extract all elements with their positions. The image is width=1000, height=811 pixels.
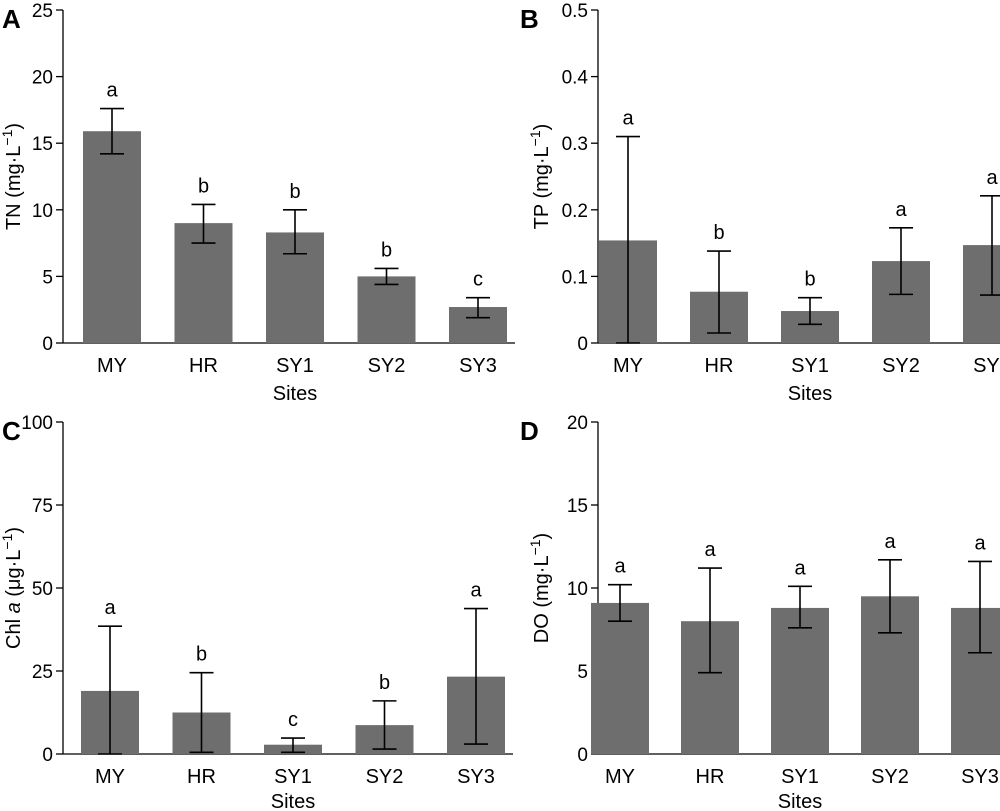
y-tick-label: 5 xyxy=(577,662,588,683)
x-axis-title: Sites xyxy=(788,383,832,405)
significance-label: a xyxy=(704,539,716,561)
chart-panel-c: C 0 25 50 75 100 a MY b HR c SY1 b SY2 a SY3 Sites Chl a … xyxy=(0,413,513,811)
significance-label: b xyxy=(379,672,390,694)
bar-sy3 xyxy=(963,245,1000,343)
x-tick-label: SY1 xyxy=(276,355,314,377)
significance-label: a xyxy=(986,167,998,189)
y-tick-label: 0.3 xyxy=(562,134,588,155)
bar-my xyxy=(591,602,649,754)
significance-label: b xyxy=(289,181,300,203)
y-tick-label: 0.5 xyxy=(562,1,588,22)
significance-label: b xyxy=(804,269,815,291)
significance-label: a xyxy=(470,580,482,602)
y-axis-title: DO (mg·L−1) xyxy=(527,533,553,643)
y-axis-title: TP (mg·L−1) xyxy=(527,124,553,230)
chart-panel-d: D 0 5 10 15 20 a MY a HR a SY1 a SY2 a SY3 Sites DO (mg·L… xyxy=(520,413,1000,811)
y-axis-title: Chl a (μg·L−1) xyxy=(0,527,25,649)
significance-label: a xyxy=(974,532,986,554)
x-axis-title: Sites xyxy=(271,791,315,811)
y-tick-label: 25 xyxy=(32,1,53,22)
x-tick-label: SY3 xyxy=(459,355,497,377)
x-tick-label: SY3 xyxy=(973,355,1000,377)
x-tick-label: MY xyxy=(95,766,125,788)
y-tick-label: 0.2 xyxy=(562,201,588,222)
x-tick-label: SY2 xyxy=(871,766,909,788)
panel-letter: D xyxy=(520,416,539,446)
y-tick-label: 20 xyxy=(567,413,588,434)
y-tick-label: 0.4 xyxy=(562,68,589,89)
x-axis-title: Sites xyxy=(778,791,822,811)
x-tick-label: HR xyxy=(696,766,725,788)
significance-label: c xyxy=(473,269,483,291)
x-tick-label: HR xyxy=(189,355,218,377)
x-tick-label: MY xyxy=(97,355,127,377)
y-tick-label: 75 xyxy=(32,496,53,517)
x-tick-label: SY1 xyxy=(791,355,829,377)
y-tick-label: 15 xyxy=(567,496,588,517)
x-axis-title: Sites xyxy=(273,383,317,405)
y-tick-label: 10 xyxy=(567,579,588,600)
x-tick-label: SY2 xyxy=(882,355,920,377)
significance-label: a xyxy=(884,531,896,553)
bar-my xyxy=(83,131,141,343)
y-tick-label: 0 xyxy=(577,334,588,355)
significance-label: a xyxy=(104,597,116,619)
y-tick-label: 5 xyxy=(42,267,53,288)
significance-label: b xyxy=(196,644,207,666)
y-tick-label: 0 xyxy=(42,745,53,766)
significance-label: a xyxy=(622,108,634,130)
y-tick-label: 15 xyxy=(32,134,53,155)
y-tick-label: 50 xyxy=(32,579,53,600)
x-tick-label: SY1 xyxy=(781,766,819,788)
bar-sy3 xyxy=(951,607,1000,754)
y-tick-label: 0 xyxy=(577,745,588,766)
x-tick-label: SY2 xyxy=(366,766,404,788)
x-tick-label: MY xyxy=(605,766,635,788)
panel-letter: C xyxy=(2,416,21,446)
significance-label: a xyxy=(106,80,118,102)
y-tick-label: 25 xyxy=(32,662,53,683)
x-tick-label: SY3 xyxy=(961,766,999,788)
significance-label: c xyxy=(288,709,298,731)
significance-label: b xyxy=(713,222,724,244)
x-tick-label: SY2 xyxy=(368,355,406,377)
y-tick-label: 10 xyxy=(32,201,53,222)
x-tick-label: HR xyxy=(187,766,216,788)
x-tick-label: MY xyxy=(613,355,643,377)
y-tick-label: 0.1 xyxy=(562,267,588,288)
chart-panel-a: A 0 5 10 15 20 25 a MY b HR b SY1 b SY2 c SY3 Sites TN (mg… xyxy=(0,1,515,405)
chart-panel-b: B 0 0.1 0.2 0.3 0.4 0.5 a MY b HR b SY1 a SY2 a SY3 Sites… xyxy=(520,1,1000,405)
bar-sy2 xyxy=(357,276,416,343)
significance-label: a xyxy=(794,557,806,579)
significance-label: a xyxy=(614,556,626,578)
x-tick-label: HR xyxy=(705,355,734,377)
bar-sy1 xyxy=(771,607,829,754)
x-tick-label: SY3 xyxy=(457,766,495,788)
panel-letter: B xyxy=(520,4,539,34)
y-tick-label: 0 xyxy=(42,334,53,355)
y-axis-title: TN (mg·L−1) xyxy=(0,123,25,230)
x-tick-label: SY1 xyxy=(274,766,312,788)
significance-label: a xyxy=(895,199,907,221)
y-tick-label: 100 xyxy=(21,413,53,434)
y-tick-label: 20 xyxy=(32,68,53,89)
significance-label: b xyxy=(381,239,392,261)
significance-label: b xyxy=(198,175,209,197)
panel-letter: A xyxy=(2,4,21,34)
